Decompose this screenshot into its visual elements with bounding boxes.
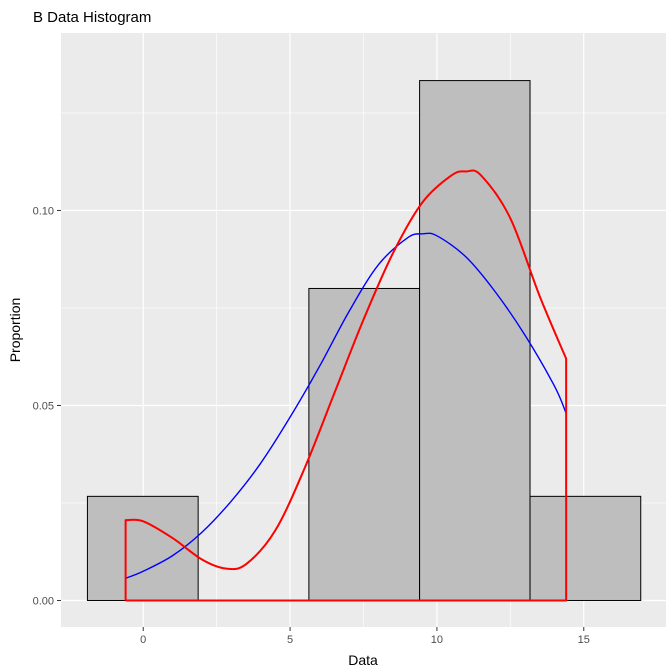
x-tick-label: 5 (287, 634, 293, 646)
y-axis-title: Proportion (7, 298, 23, 363)
y-tick-label: 0.00 (33, 595, 54, 607)
x-tick-label: 0 (140, 634, 146, 646)
x-tick-label: 10 (431, 634, 443, 646)
series-line (124, 169, 568, 602)
y-tick-label: 0.10 (33, 205, 54, 217)
density-curves (124, 169, 568, 602)
x-tick-label: 15 (578, 634, 590, 646)
histogram-bar (86, 495, 199, 601)
y-axis: 0.00 0.05 0.10 (33, 205, 61, 607)
histogram-bar (529, 495, 642, 601)
y-tick-label: 0.05 (33, 400, 54, 412)
histogram-bars (86, 80, 642, 601)
chart-title: B Data Histogram (33, 9, 151, 26)
histogram-bar (308, 287, 421, 601)
histogram-bar (419, 80, 531, 601)
x-axis-title: Data (348, 652, 378, 668)
x-axis: 0 5 10 15 (140, 627, 590, 646)
series-line (125, 232, 567, 579)
